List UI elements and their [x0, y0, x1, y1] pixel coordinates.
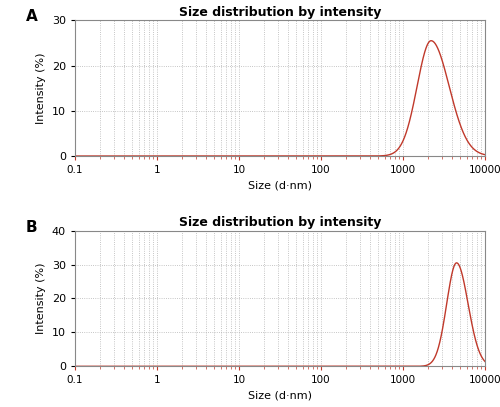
Title: Size distribution by intensity: Size distribution by intensity	[179, 6, 381, 19]
X-axis label: Size (d·nm): Size (d·nm)	[248, 181, 312, 190]
Text: A: A	[26, 9, 38, 24]
Y-axis label: Intensity (%): Intensity (%)	[36, 263, 46, 334]
Y-axis label: Intensity (%): Intensity (%)	[36, 53, 46, 124]
X-axis label: Size (d·nm): Size (d·nm)	[248, 391, 312, 401]
Text: B: B	[26, 220, 38, 235]
Title: Size distribution by intensity: Size distribution by intensity	[179, 217, 381, 230]
